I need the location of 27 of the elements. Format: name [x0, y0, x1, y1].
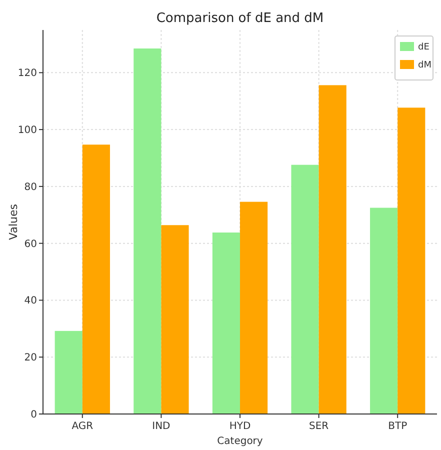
y-tick-label: 20 — [24, 352, 37, 364]
bar — [291, 164, 319, 414]
x-axis-title: Category — [217, 436, 263, 447]
bar — [54, 330, 82, 414]
bar — [240, 202, 268, 414]
y-tick-label: 40 — [24, 296, 37, 307]
x-tick-label: IND — [152, 421, 171, 432]
legend-label: dE — [418, 42, 430, 53]
bar — [318, 85, 346, 414]
legend-label: dM — [418, 60, 432, 71]
x-tick-label: BTP — [388, 421, 408, 432]
x-tick-label: AGR — [72, 421, 94, 432]
bar — [212, 232, 240, 414]
x-tick-label: SER — [308, 421, 329, 432]
y-tick-label: 80 — [24, 182, 37, 193]
y-axis-title: Values — [7, 204, 20, 240]
y-tick-label: 100 — [18, 125, 37, 136]
bar — [370, 208, 398, 414]
y-tick-label: 120 — [18, 68, 37, 80]
y-tick-label: 0 — [30, 410, 37, 420]
y-tick-label: 60 — [24, 238, 37, 250]
bar — [134, 48, 162, 414]
bar — [398, 108, 426, 414]
chart-title: Comparison of dE and dM — [156, 11, 324, 26]
bar — [82, 144, 110, 414]
x-tick-label: HYD — [229, 421, 251, 432]
bar — [161, 225, 189, 414]
